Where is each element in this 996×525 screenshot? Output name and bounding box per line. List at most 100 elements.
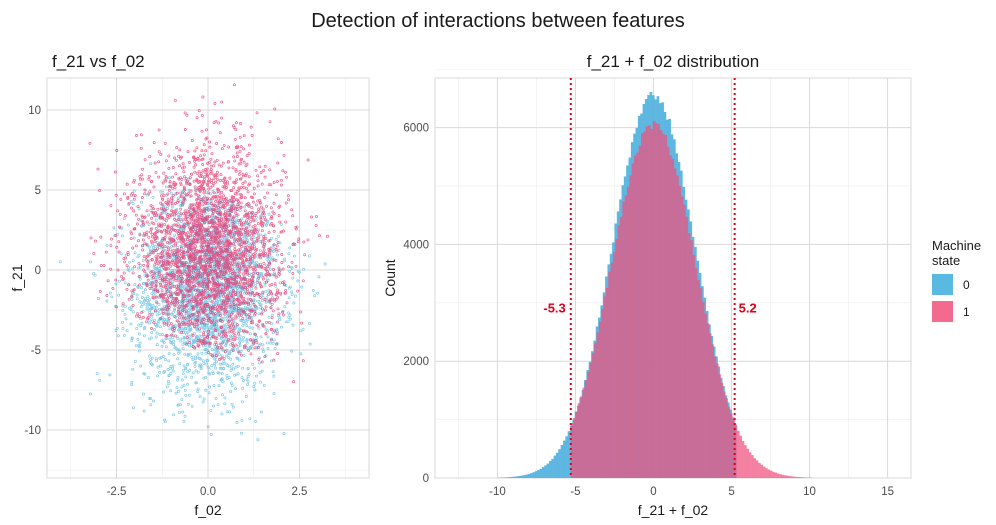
scatter-series-1-point — [160, 238, 164, 242]
scatter-series-0-point — [240, 376, 244, 380]
scatter-series-0-point — [227, 305, 231, 309]
scatter-series-0-point — [217, 384, 221, 388]
scatter-series-1-point — [222, 197, 226, 201]
scatter-series-1-point — [153, 271, 157, 275]
scatter-series-1-point — [254, 168, 258, 172]
scatter-series-1-point — [180, 235, 184, 239]
scatter-series-1-point — [233, 159, 237, 163]
scatter-series-1-point — [267, 262, 271, 266]
scatter-series-1-point — [205, 313, 209, 317]
scatter-series-1-point — [165, 176, 168, 180]
scatter-series-0-point — [280, 325, 283, 329]
scatter-x-tick-label: 2.5 — [291, 486, 307, 498]
scatter-series-1-point — [126, 195, 130, 199]
scatter-series-1-point — [157, 150, 161, 154]
scatter-series-1-point — [208, 262, 212, 266]
scatter-series-0-point — [242, 379, 245, 382]
scatter-series-1-point — [142, 255, 146, 259]
scatter-series-1-point — [131, 303, 135, 307]
scatter-series-0-point — [245, 307, 249, 311]
scatter-series-0-point — [270, 256, 274, 260]
scatter-series-1-point — [249, 299, 253, 303]
scatter-series-0-point — [173, 346, 177, 350]
scatter-series-1-point — [275, 244, 279, 248]
scatter-series-1-point — [192, 284, 196, 288]
scatter-series-1-point — [189, 253, 193, 257]
scatter-series-1-point — [201, 180, 205, 183]
scatter-series-1-point — [275, 320, 279, 324]
scatter-series-1-point — [247, 348, 251, 352]
scatter-series-1-point — [145, 230, 149, 234]
scatter-series-0-point — [188, 344, 192, 348]
scatter-series-1-point — [262, 248, 266, 252]
scatter-series-1-point — [254, 203, 258, 207]
scatter-series-0-point — [192, 341, 196, 344]
scatter-series-0-point — [287, 311, 291, 315]
scatter-series-1-point — [291, 272, 295, 275]
scatter-series-0-point — [200, 334, 204, 338]
scatter-series-1-point — [176, 265, 180, 269]
scatter-series-0-point — [142, 327, 146, 331]
scatter-series-0-point — [139, 324, 143, 328]
scatter-series-1-point — [207, 294, 211, 298]
scatter-series-1-point — [189, 212, 193, 216]
main-title: Detection of interactions between featur… — [311, 10, 685, 32]
scatter-series-1-point — [216, 177, 219, 181]
scatter-series-1-point — [151, 276, 155, 280]
scatter-series-1-point — [269, 206, 273, 210]
scatter-series-1-point — [272, 212, 276, 216]
scatter-series-1-point — [216, 345, 220, 349]
scatter-series-1-point — [233, 274, 237, 278]
scatter-series-0-point — [124, 317, 128, 321]
scatter-series-0-point — [137, 253, 141, 257]
scatter-series-0-point — [259, 410, 263, 414]
scatter-series-0-point — [187, 306, 190, 309]
scatter-series-0-point — [287, 252, 291, 256]
scatter-series-1-point — [193, 170, 197, 174]
scatter-series-1-point — [230, 200, 234, 204]
scatter-series-1-point — [194, 253, 198, 257]
scatter-series-1-point — [286, 194, 290, 198]
scatter-series-1-point — [200, 293, 204, 297]
scatter-series-0-point — [154, 310, 157, 314]
scatter-series-0-point — [182, 247, 186, 251]
scatter-series-1-point — [160, 197, 164, 201]
scatter-series-1-point — [174, 278, 178, 282]
scatter-series-1-point — [250, 255, 254, 259]
scatter-series-0-point — [196, 387, 200, 391]
scatter-series-1-point — [221, 266, 224, 270]
scatter-series-0-point — [141, 259, 145, 262]
scatter-series-1-point — [208, 272, 212, 276]
scatter-series-1-point — [264, 305, 268, 309]
scatter-series-1-point — [245, 240, 249, 244]
scatter-series-0-point — [120, 226, 124, 230]
scatter-series-0-point — [115, 326, 119, 330]
scatter-series-1-point — [194, 192, 198, 196]
scatter-series-1-point — [235, 239, 238, 243]
scatter-series-0-point — [108, 373, 112, 377]
scatter-series-1-point — [256, 184, 260, 188]
scatter-series-1-point — [196, 237, 200, 241]
scatter-series-1-point — [187, 161, 191, 164]
scatter-series-1-point — [92, 251, 96, 255]
scatter-series-1-point — [194, 210, 198, 214]
scatter-series-0-point — [126, 223, 130, 227]
scatter-series-0-point — [234, 373, 238, 377]
scatter-series-1-point — [188, 227, 192, 231]
scatter-series-0-point — [225, 316, 229, 320]
scatter-series-1-point — [209, 157, 213, 161]
scatter-series-1-point — [164, 200, 168, 204]
scatter-series-0-point — [229, 381, 233, 385]
scatter-series-0-point — [141, 291, 145, 295]
scatter-series-0-point — [227, 364, 231, 368]
scatter-series-0-point — [167, 382, 171, 386]
scatter-series-0-point — [199, 367, 203, 371]
scatter-series-1-point — [260, 307, 264, 311]
scatter-series-1-point — [229, 242, 233, 245]
scatter-series-0-point — [287, 315, 291, 319]
scatter-series-1-point — [187, 279, 191, 283]
scatter-series-1-point — [263, 164, 267, 168]
scatter-series-1-point — [240, 294, 243, 298]
scatter-series-0-point — [292, 254, 296, 258]
scatter-series-0-point — [158, 281, 162, 285]
